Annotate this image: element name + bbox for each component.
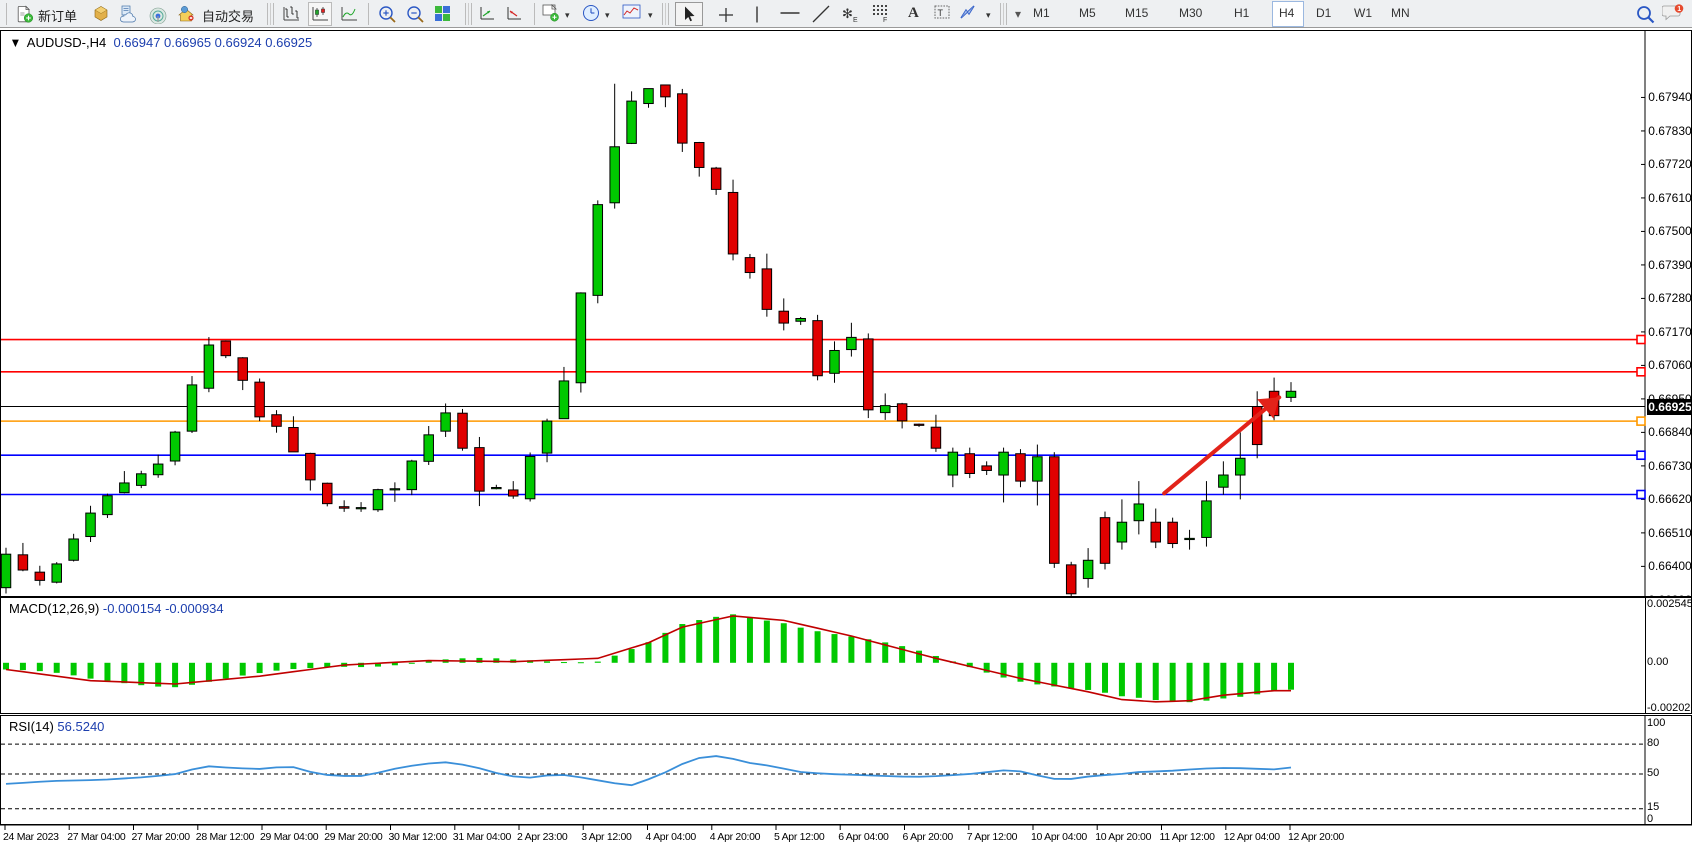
- svg-text:F: F: [883, 17, 887, 22]
- svg-text:T: T: [938, 8, 944, 18]
- svg-text:✻: ✻: [842, 6, 853, 21]
- svg-text:E: E: [853, 17, 858, 22]
- svg-text:1: 1: [1677, 6, 1681, 13]
